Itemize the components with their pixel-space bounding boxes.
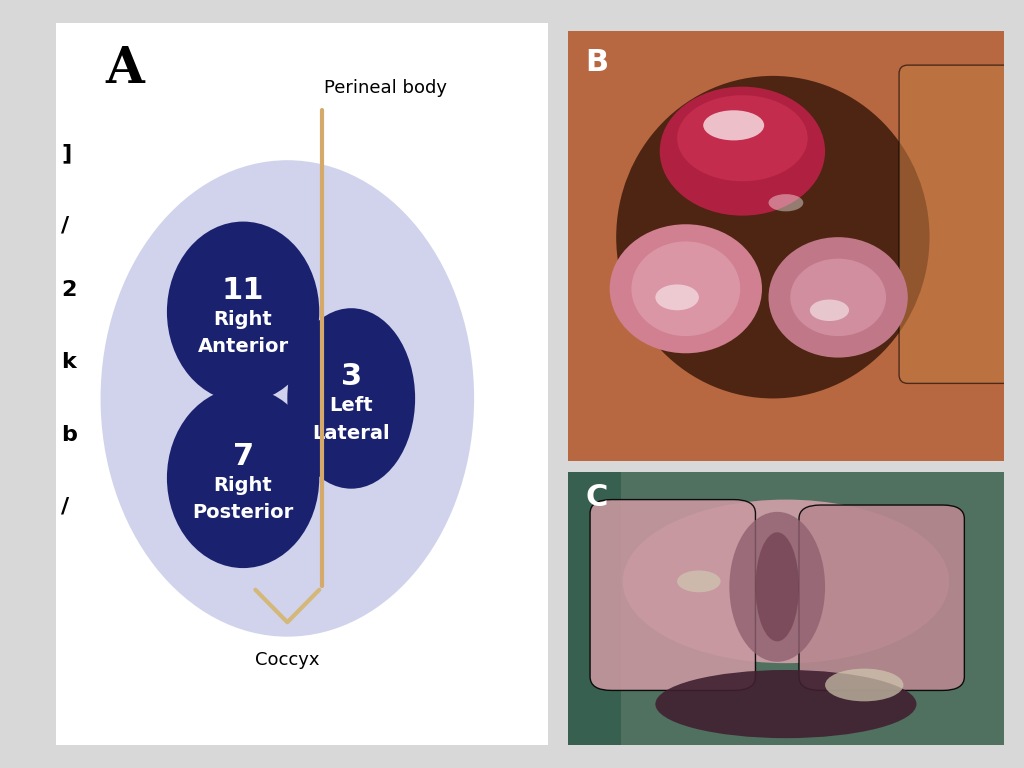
Text: A: A <box>105 45 144 94</box>
Ellipse shape <box>729 511 825 662</box>
Text: B: B <box>586 48 609 77</box>
Ellipse shape <box>655 670 916 738</box>
Ellipse shape <box>677 571 721 592</box>
Ellipse shape <box>659 87 825 216</box>
Text: Right: Right <box>214 475 272 495</box>
Text: k: k <box>61 353 76 372</box>
Text: Posterior: Posterior <box>193 503 294 522</box>
Text: b: b <box>61 425 77 445</box>
Text: /: / <box>61 497 70 517</box>
Ellipse shape <box>768 194 804 211</box>
Text: ]: ] <box>61 143 72 163</box>
Ellipse shape <box>616 76 930 399</box>
Ellipse shape <box>632 241 740 336</box>
Text: Coccyx: Coccyx <box>255 651 319 669</box>
FancyBboxPatch shape <box>899 65 1012 383</box>
Text: Lateral: Lateral <box>312 424 390 442</box>
Ellipse shape <box>825 669 903 701</box>
Text: 7: 7 <box>232 442 254 471</box>
Ellipse shape <box>703 111 764 141</box>
Text: C: C <box>586 483 608 512</box>
Text: 3: 3 <box>341 362 361 391</box>
Text: Anterior: Anterior <box>198 337 289 356</box>
Ellipse shape <box>655 284 698 310</box>
FancyBboxPatch shape <box>590 500 756 690</box>
Ellipse shape <box>167 388 319 568</box>
Bar <box>568 472 621 745</box>
Text: 2: 2 <box>61 280 77 300</box>
Ellipse shape <box>167 221 319 402</box>
Text: 11: 11 <box>222 276 264 305</box>
Ellipse shape <box>810 300 849 321</box>
Text: Left: Left <box>330 396 373 415</box>
Text: /: / <box>61 215 70 235</box>
Ellipse shape <box>768 237 907 358</box>
Ellipse shape <box>609 224 762 353</box>
FancyBboxPatch shape <box>799 505 965 690</box>
Ellipse shape <box>288 308 415 488</box>
Ellipse shape <box>100 161 474 637</box>
Ellipse shape <box>677 95 808 181</box>
Ellipse shape <box>756 532 799 641</box>
Ellipse shape <box>623 500 949 664</box>
Ellipse shape <box>791 259 886 336</box>
Text: Perineal body: Perineal body <box>325 79 447 97</box>
Text: Right: Right <box>214 310 272 329</box>
